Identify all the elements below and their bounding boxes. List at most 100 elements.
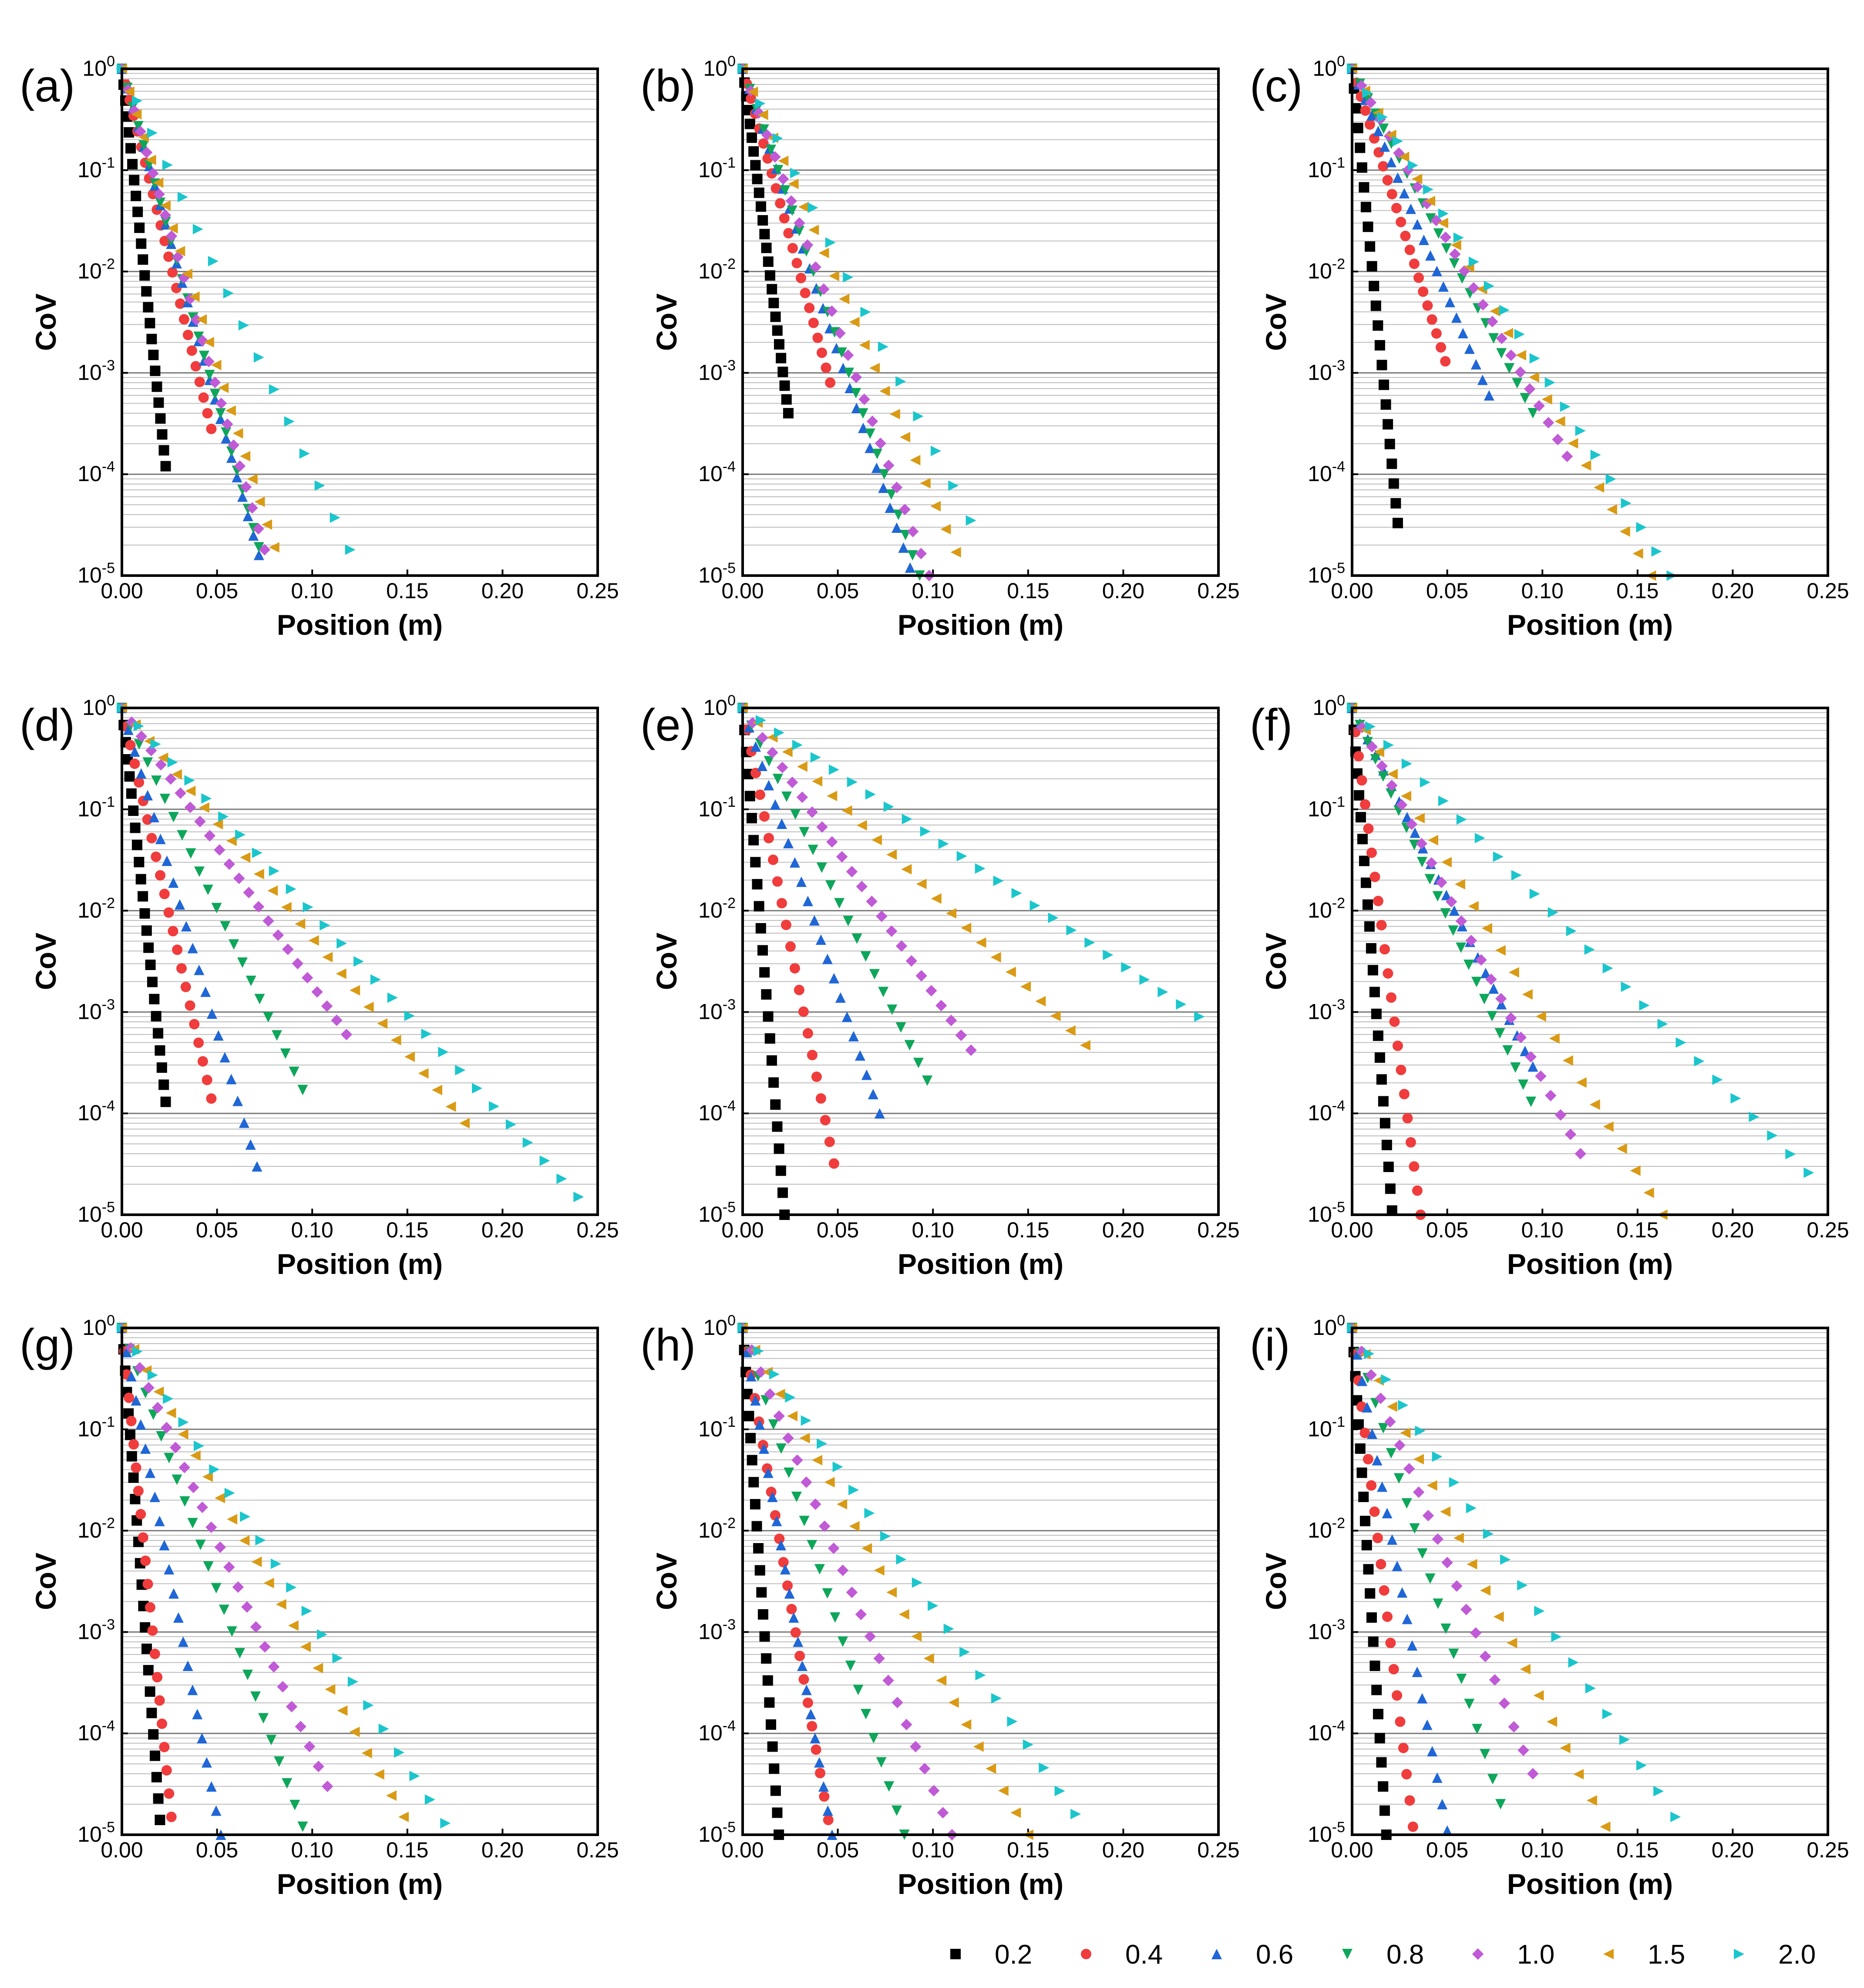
- data-point: [1377, 111, 1388, 122]
- series-0.2: [737, 64, 794, 419]
- data-point: [180, 981, 191, 992]
- data-point: [1487, 1774, 1498, 1785]
- data-point: [1657, 1018, 1668, 1029]
- y-tick-label: 10-3: [698, 996, 736, 1024]
- data-point: [798, 1674, 809, 1685]
- data-point: [778, 1557, 789, 1568]
- data-point: [240, 852, 251, 863]
- data-point: [206, 1008, 217, 1019]
- data-point: [232, 472, 242, 482]
- data-point: [891, 482, 903, 493]
- data-point: [1606, 504, 1617, 515]
- data-point: [759, 967, 770, 978]
- x-tick-label: 0.00: [101, 1218, 143, 1242]
- data-point: [1619, 526, 1630, 537]
- data-point: [865, 442, 875, 453]
- series-2.0: [737, 64, 976, 526]
- data-point: [1084, 937, 1095, 948]
- data-point: [321, 1000, 333, 1012]
- data-point: [155, 197, 166, 208]
- data-point: [772, 876, 783, 887]
- data-point: [848, 1031, 859, 1041]
- x-tick-label: 0.10: [291, 1218, 333, 1242]
- data-point: [303, 1741, 316, 1752]
- data-point: [886, 849, 897, 860]
- data-point: [167, 757, 178, 768]
- ticks: 0.00 0.05 0.10 0.15 0.20 0.25 100 10-1 10-2 10-3 1…: [698, 1312, 1240, 1862]
- series-1.5: [737, 1323, 1033, 1840]
- data-point: [757, 1609, 768, 1620]
- data-point: [386, 1790, 397, 1801]
- data-point: [922, 1075, 933, 1086]
- data-point: [148, 1729, 159, 1740]
- data-point: [1394, 1439, 1406, 1451]
- data-point: [1480, 1749, 1491, 1759]
- data-point: [876, 910, 888, 922]
- data-point: [133, 721, 144, 731]
- data-point: [193, 1038, 204, 1048]
- data-point: [1386, 157, 1396, 168]
- data-point: [1384, 438, 1395, 449]
- data-point: [250, 1691, 261, 1702]
- legend-marker: [1081, 1949, 1091, 1959]
- y-tick-label: 10-5: [698, 560, 736, 587]
- data-point: [768, 297, 779, 308]
- y-axis-title: CoV: [650, 1553, 683, 1610]
- data-point: [1372, 1533, 1383, 1543]
- data-point: [770, 1785, 781, 1796]
- data-point: [1767, 1130, 1778, 1141]
- data-point: [1562, 1055, 1573, 1066]
- data-point: [751, 1521, 762, 1532]
- data-point: [241, 1601, 253, 1613]
- data-point: [189, 291, 200, 302]
- data-point: [195, 1540, 206, 1550]
- data-point: [158, 445, 169, 456]
- legend-label: 1.5: [1648, 1940, 1685, 1970]
- data-point: [1470, 359, 1481, 370]
- data-point: [1507, 1638, 1517, 1648]
- y-tick-label: 10-2: [1308, 895, 1345, 923]
- data-point: [1639, 1000, 1650, 1011]
- data-point: [190, 361, 201, 372]
- data-point: [1694, 1056, 1705, 1067]
- data-point: [876, 1757, 887, 1768]
- data-point: [522, 1137, 533, 1148]
- data-point: [835, 992, 846, 1003]
- y-tick-label: 100: [82, 692, 115, 720]
- data-point: [246, 975, 256, 986]
- data-point: [151, 1011, 162, 1022]
- data-point: [1420, 777, 1430, 788]
- data-point: [332, 1653, 343, 1664]
- data-point: [321, 1780, 333, 1793]
- data-point: [194, 377, 205, 387]
- data-point: [1392, 172, 1403, 183]
- data-point: [196, 314, 207, 325]
- data-point: [975, 863, 986, 874]
- data-point: [418, 1068, 429, 1079]
- data-point: [1494, 1028, 1505, 1039]
- data-point: [818, 283, 830, 295]
- data-point: [1417, 857, 1427, 868]
- data-point: [213, 1030, 224, 1041]
- panel-a: 0.00 0.05 0.10 0.15 0.20 0.25 100 10-1 10-2 10-3 1…: [20, 53, 619, 641]
- series-0.6: [117, 703, 262, 1172]
- data-point: [1377, 1481, 1388, 1492]
- y-tick-label: 10-2: [1308, 256, 1345, 283]
- data-point: [782, 1580, 793, 1591]
- data-point: [777, 173, 789, 185]
- y-tick-label: 10-1: [77, 155, 115, 182]
- data-point: [1386, 779, 1398, 792]
- data-point: [830, 1612, 841, 1623]
- data-point: [1386, 788, 1396, 799]
- data-point: [1525, 1051, 1537, 1063]
- data-point: [1409, 839, 1420, 850]
- data-point: [1504, 363, 1515, 374]
- data-point: [801, 1476, 812, 1488]
- x-tick-label: 0.15: [1007, 1838, 1049, 1862]
- data-point: [1366, 261, 1377, 272]
- data-point: [211, 360, 222, 371]
- data-point: [1554, 1109, 1567, 1121]
- data-point: [284, 416, 295, 427]
- series-0.6: [117, 1323, 226, 1840]
- data-point: [172, 944, 183, 955]
